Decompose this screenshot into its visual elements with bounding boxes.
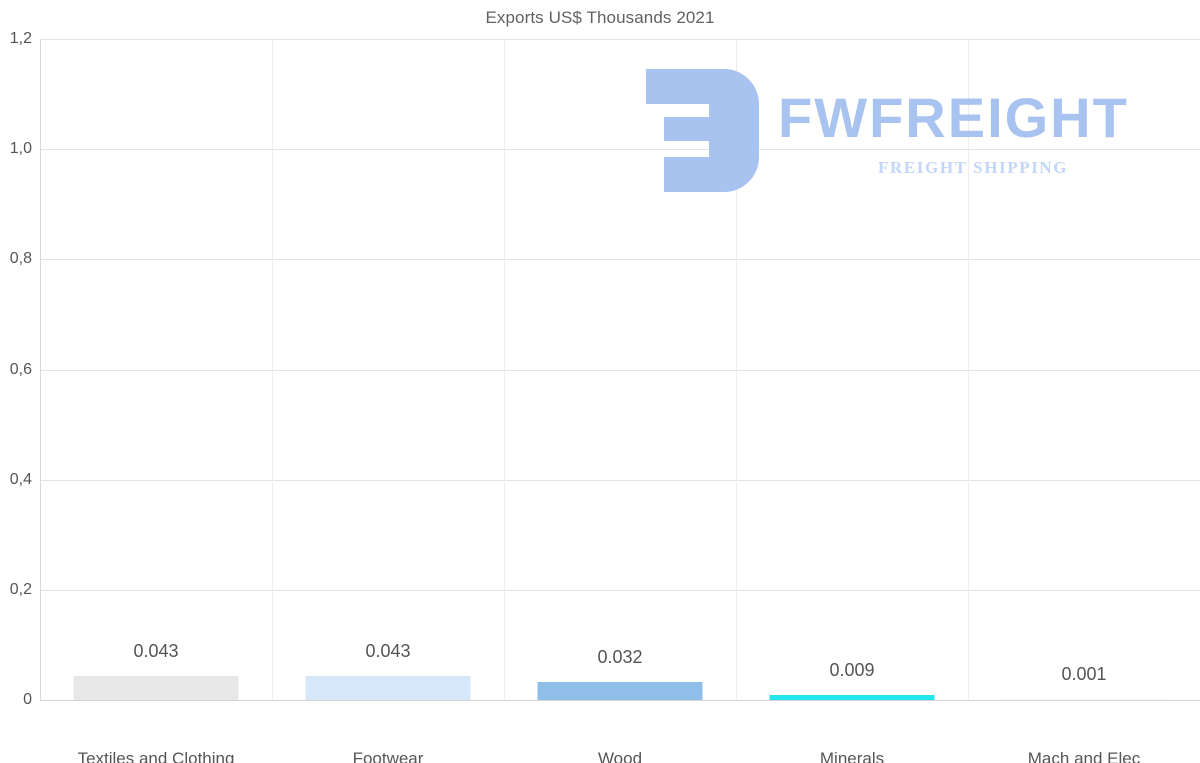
bar-value-label: 0.043 <box>133 641 179 662</box>
bar-slot: 0.043 <box>272 39 504 700</box>
bar-value-label: 0.043 <box>365 641 411 662</box>
gridline <box>40 589 1200 591</box>
bar[interactable] <box>537 682 703 700</box>
bar-slot: 0.043 <box>40 39 272 700</box>
bar-slot: 0.032 <box>504 39 736 700</box>
y-axis-tick-label: 1,0 <box>9 140 32 158</box>
bar[interactable] <box>305 676 471 700</box>
category-separator <box>504 39 505 700</box>
gridline <box>40 700 1200 701</box>
chart-title: Exports US$ Thousands 2021 <box>485 8 715 27</box>
bar-value-label: 0.001 <box>1061 664 1107 685</box>
bar-value-label: 0.009 <box>829 660 875 681</box>
bar[interactable] <box>769 695 935 700</box>
y-axis-tick-label: 0,6 <box>9 360 32 378</box>
gridline <box>40 259 1200 261</box>
gridline <box>40 149 1200 151</box>
x-axis-tick-label: Footwear <box>352 749 424 763</box>
category-separator <box>968 39 969 700</box>
gridline <box>40 39 1200 40</box>
bar-slot: 0.001 <box>968 39 1200 700</box>
x-axis-tick-label: Minerals <box>819 749 885 763</box>
y-axis-tick-label: 0,8 <box>9 250 32 268</box>
category-separator <box>272 39 273 700</box>
y-axis-tick-label: 0,2 <box>9 580 32 598</box>
bar-slot: 0.009 <box>736 39 968 700</box>
x-axis-tick-label: Wood <box>597 749 643 763</box>
y-axis-tick-label: 0,4 <box>9 470 32 488</box>
bar[interactable] <box>73 676 239 700</box>
plot-area: 1,2 1,0 0,8 0,6 0,4 0,2 0 0.043 0.043 0.032 0.009… <box>10 30 1200 763</box>
x-axis-tick-label: Textiles and Clothing <box>77 749 235 763</box>
x-axis-tick-label: Mach and Elec <box>1027 749 1141 763</box>
gridline <box>40 479 1200 481</box>
category-separator <box>736 39 737 700</box>
gridline <box>40 369 1200 371</box>
bar-value-label: 0.032 <box>597 647 643 668</box>
bar[interactable] <box>1001 699 1167 700</box>
y-axis-tick-label: 1,2 <box>9 30 32 47</box>
y-axis-line <box>40 39 41 701</box>
y-axis-tick-label: 0 <box>23 691 32 708</box>
